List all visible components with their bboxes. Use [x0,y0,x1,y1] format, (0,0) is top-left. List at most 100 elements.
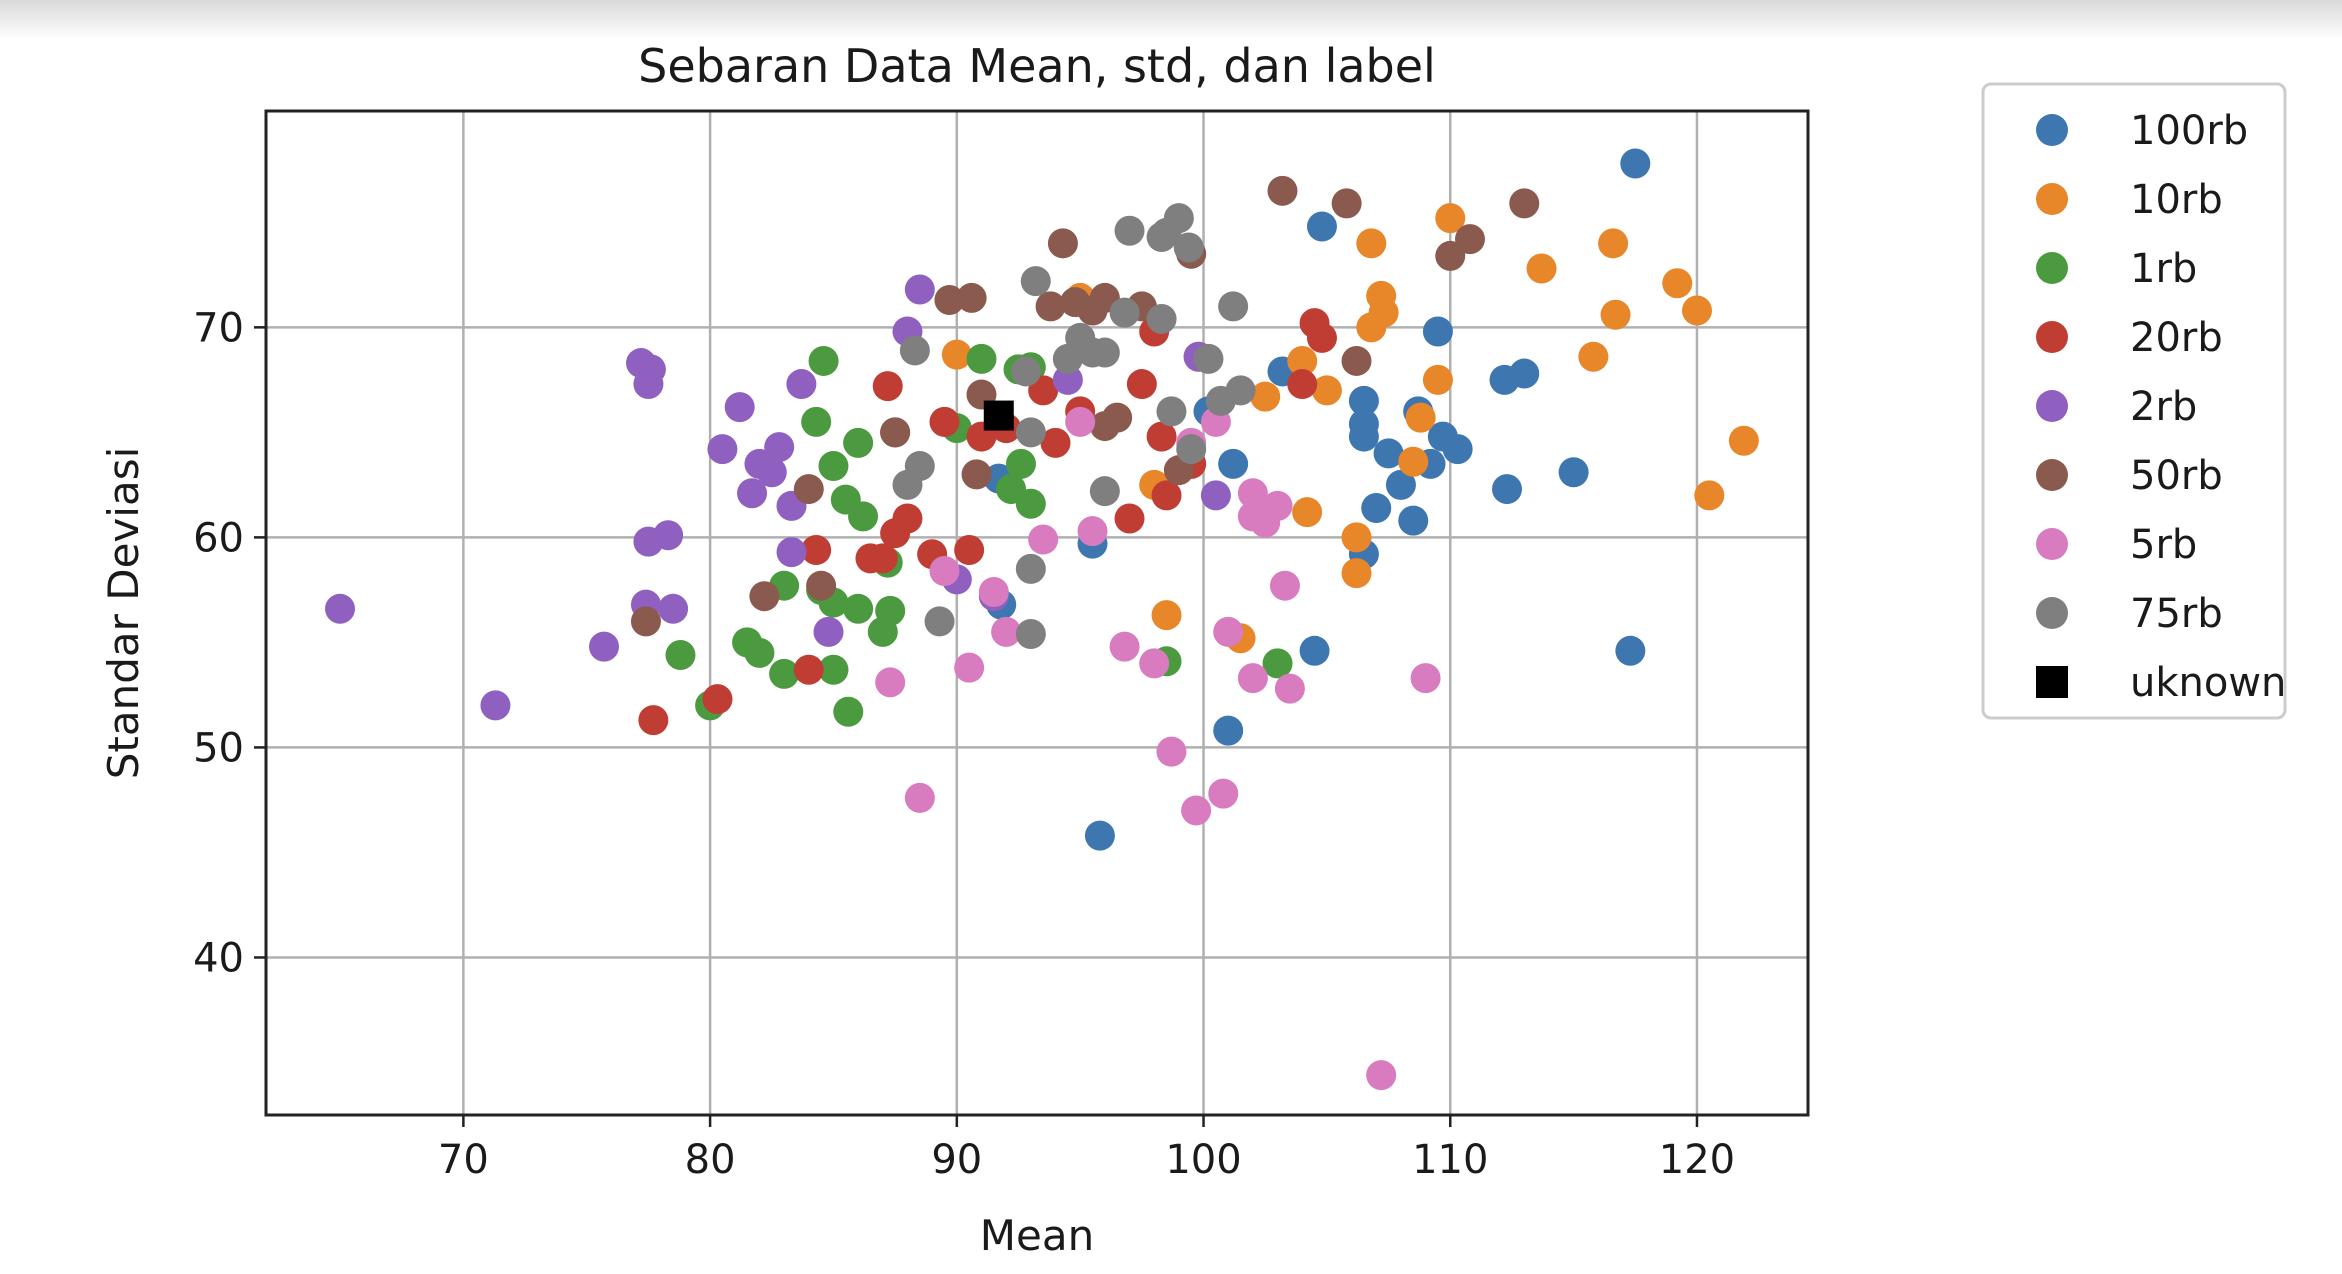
data-point-2rb [776,537,807,568]
legend-entry: 2rb [2036,384,2197,430]
data-point-75rb [892,469,923,500]
legend-frame [1981,82,2287,720]
data-point-100rb [1306,211,1337,242]
data-point-75rb [1010,356,1041,387]
data-point-10rb [1728,425,1759,456]
data-point-100rb [1620,148,1651,179]
legend-label: 1rb [2130,246,2197,292]
data-point-75rb [1114,215,1145,246]
data-point-50rb [793,474,824,505]
data-point-100rb [1361,492,1392,523]
data-point-5rb [1269,570,1300,601]
data-point-1rb [848,501,879,532]
data-point-50rb [1454,224,1485,255]
data-point-75rb [1015,619,1046,650]
data-point-50rb [1035,291,1066,322]
data-point-1rb [1005,448,1036,479]
data-point-20rb [702,684,733,715]
legend-label: 100rb [2130,108,2248,154]
data-point-75rb [1205,385,1236,416]
x-tick-label: 100 [1165,1137,1241,1183]
data-point-1rb [818,450,849,481]
data-point-10rb [1356,312,1387,343]
data-point-75rb [1109,297,1140,328]
data-point-2rb [707,434,738,465]
data-point-10rb [1398,446,1429,477]
data-point-20rb [1151,480,1182,511]
data-point-10rb [1311,375,1342,406]
data-point-75rb [1015,417,1046,448]
data-point-5rb [929,555,960,586]
legend-label: 20rb [2130,315,2223,361]
data-point-100rb [1084,820,1115,851]
data-point-10rb [1341,558,1372,589]
data-point-2rb [653,520,684,551]
data-point-2rb [724,392,755,423]
data-point-75rb [1218,291,1249,322]
data-point-5rb [1366,1060,1397,1091]
data-point-1rb [769,658,800,689]
legend-marker [2036,666,2068,698]
data-point-100rb [1615,635,1646,666]
data-point-10rb [1662,268,1693,299]
data-point-100rb [1385,469,1416,500]
data-point-5rb [1028,524,1059,555]
data-point-20rb [1126,369,1157,400]
data-point-50rb [1341,345,1372,376]
data-point-1rb [1015,488,1046,519]
data-point-2rb [480,690,511,721]
data-point-100rb [1299,635,1330,666]
data-point-75rb [1173,232,1204,263]
data-point-20rb [872,371,903,402]
data-point-50rb [880,417,911,448]
data-point-100rb [1348,421,1379,452]
data-point-10rb [1292,497,1323,528]
legend-entry: uknown [2036,660,2286,706]
data-point-5rb [1109,631,1140,662]
data-point-1rb [966,343,997,374]
x-axis-label: Mean [980,1211,1094,1260]
data-point-100rb [1442,434,1473,465]
data-point-5rb [1077,516,1108,547]
data-point-2rb [756,457,787,488]
legend-entry: 10rb [2036,177,2223,223]
data-point-100rb [1492,474,1523,505]
data-point-50rb [956,282,987,313]
data-point-1rb [665,640,696,671]
data-point-10rb [1356,228,1387,259]
data-point-2rb [1052,364,1083,395]
data-point-20rb [801,534,832,565]
data-point-2rb [1200,480,1231,511]
data-point-5rb [1208,778,1239,809]
data-point-20rb [880,518,911,549]
data-point-75rb [1015,553,1046,584]
data-point-5rb [904,782,935,813]
legend-marker [2036,183,2068,215]
data-point-10rb [1526,253,1557,284]
data-point-2rb [658,593,689,624]
data-point-75rb [1089,476,1120,507]
data-point-5rb [1237,663,1268,694]
x-tick-label: 90 [931,1137,982,1183]
data-point-1rb [867,616,898,647]
axis-ticks: 70 80 90 100 110 120 40 50 60 70 [193,305,1735,1183]
data-point-20rb [954,534,985,565]
data-point-20rb [1146,421,1177,452]
legend-label: 10rb [2130,177,2223,223]
series-75rb [892,203,1256,650]
legend-marker [2036,390,2068,422]
data-point-50rb [806,570,837,601]
legend-marker [2036,528,2068,560]
grid-lines [266,111,1808,1115]
data-point-2rb [325,593,356,624]
legend-label: 5rb [2130,522,2197,568]
legend-entry: 50rb [2036,453,2223,499]
data-point-2rb [786,369,817,400]
legend-label: 2rb [2130,384,2197,430]
data-point-10rb [941,339,972,370]
data-point-10rb [1287,345,1318,376]
data-point-1rb [833,696,864,727]
legend-label: 75rb [2130,591,2223,637]
data-point-50rb [749,581,780,612]
data-point-2rb [589,631,620,662]
